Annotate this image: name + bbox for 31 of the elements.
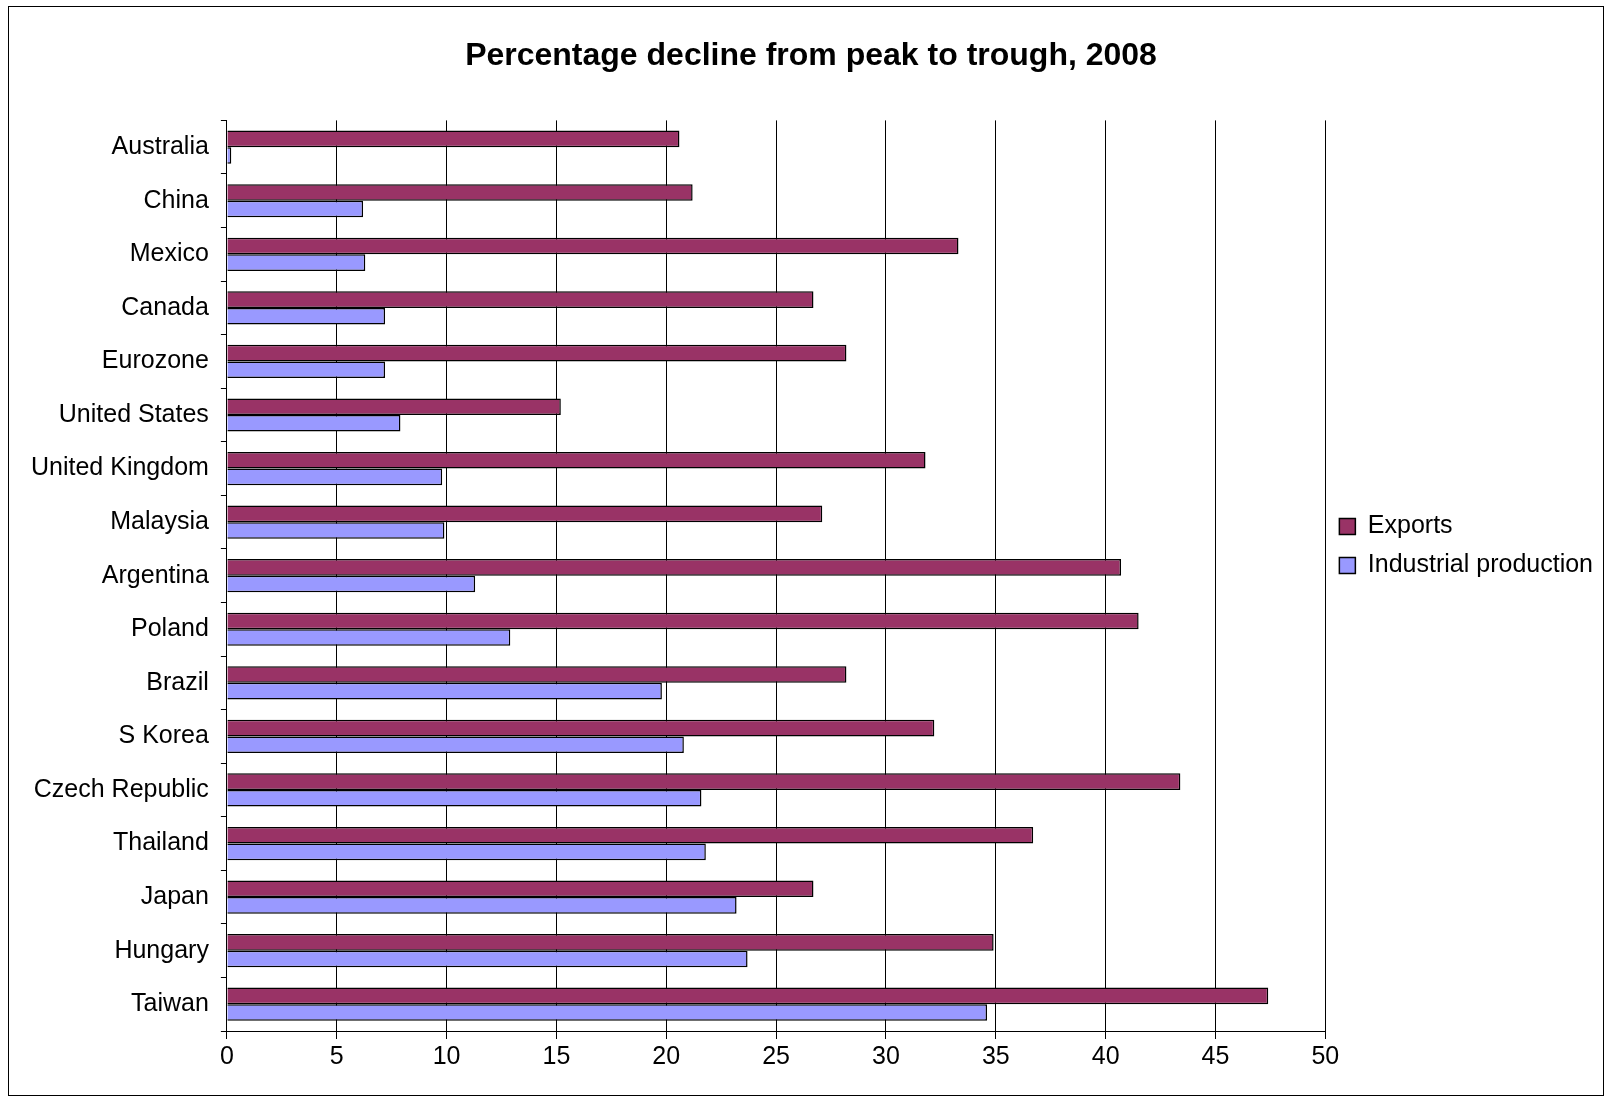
y-tick-label: United States <box>58 398 209 427</box>
y-tick-label: Czech Republic <box>33 773 209 802</box>
legend-label: Exports <box>1367 510 1453 539</box>
x-tick-label: 25 <box>762 1040 791 1069</box>
chart-title: Percentage decline from peak to trough, 2008 <box>465 36 1157 73</box>
x-tick-label: 35 <box>981 1040 1010 1069</box>
y-tick-label: Malaysia <box>110 506 209 535</box>
y-tick-label: Eurozone <box>101 345 209 374</box>
y-tick-label: Canada <box>121 291 209 320</box>
y-tick-label: Thailand <box>112 827 209 856</box>
y-tick-label: Poland <box>131 613 209 642</box>
y-tick-label: Hungary <box>114 934 210 963</box>
y-tick-label: Australia <box>111 131 209 160</box>
y-tick-label: Taiwan <box>131 988 209 1017</box>
x-tick-label: 40 <box>1091 1040 1120 1069</box>
x-tick-label: 50 <box>1311 1040 1340 1069</box>
y-tick-label: Japan <box>140 880 209 909</box>
y-tick-label: Mexico <box>129 238 209 267</box>
y-tick-label: United Kingdom <box>30 452 209 481</box>
legend-label: Industrial production <box>1367 549 1594 578</box>
y-tick-label: S Korea <box>118 720 209 749</box>
x-tick-label: 30 <box>872 1040 900 1069</box>
x-tick-label: 20 <box>652 1040 681 1069</box>
x-tick-label: 5 <box>329 1040 344 1069</box>
x-tick-label: 0 <box>219 1040 234 1069</box>
x-tick-label: 15 <box>542 1040 571 1069</box>
y-tick-label: Argentina <box>101 559 209 588</box>
y-tick-label: Brazil <box>146 666 209 695</box>
x-tick-label: 45 <box>1201 1040 1230 1069</box>
y-tick-label: China <box>143 184 209 213</box>
x-tick-label: 10 <box>432 1040 461 1069</box>
